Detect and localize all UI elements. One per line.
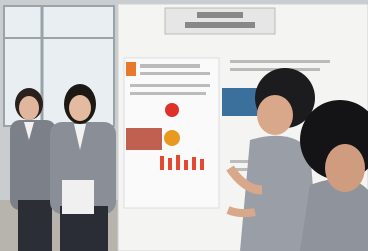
page: [0, 0, 368, 251]
poster-graphic: [164, 130, 180, 146]
poster-icon: [126, 62, 136, 76]
poster-graphic: [165, 103, 179, 117]
photo: [0, 0, 368, 251]
poster-photo: [222, 88, 258, 116]
poster-title-box: [165, 8, 275, 34]
poster-photo: [126, 128, 162, 150]
